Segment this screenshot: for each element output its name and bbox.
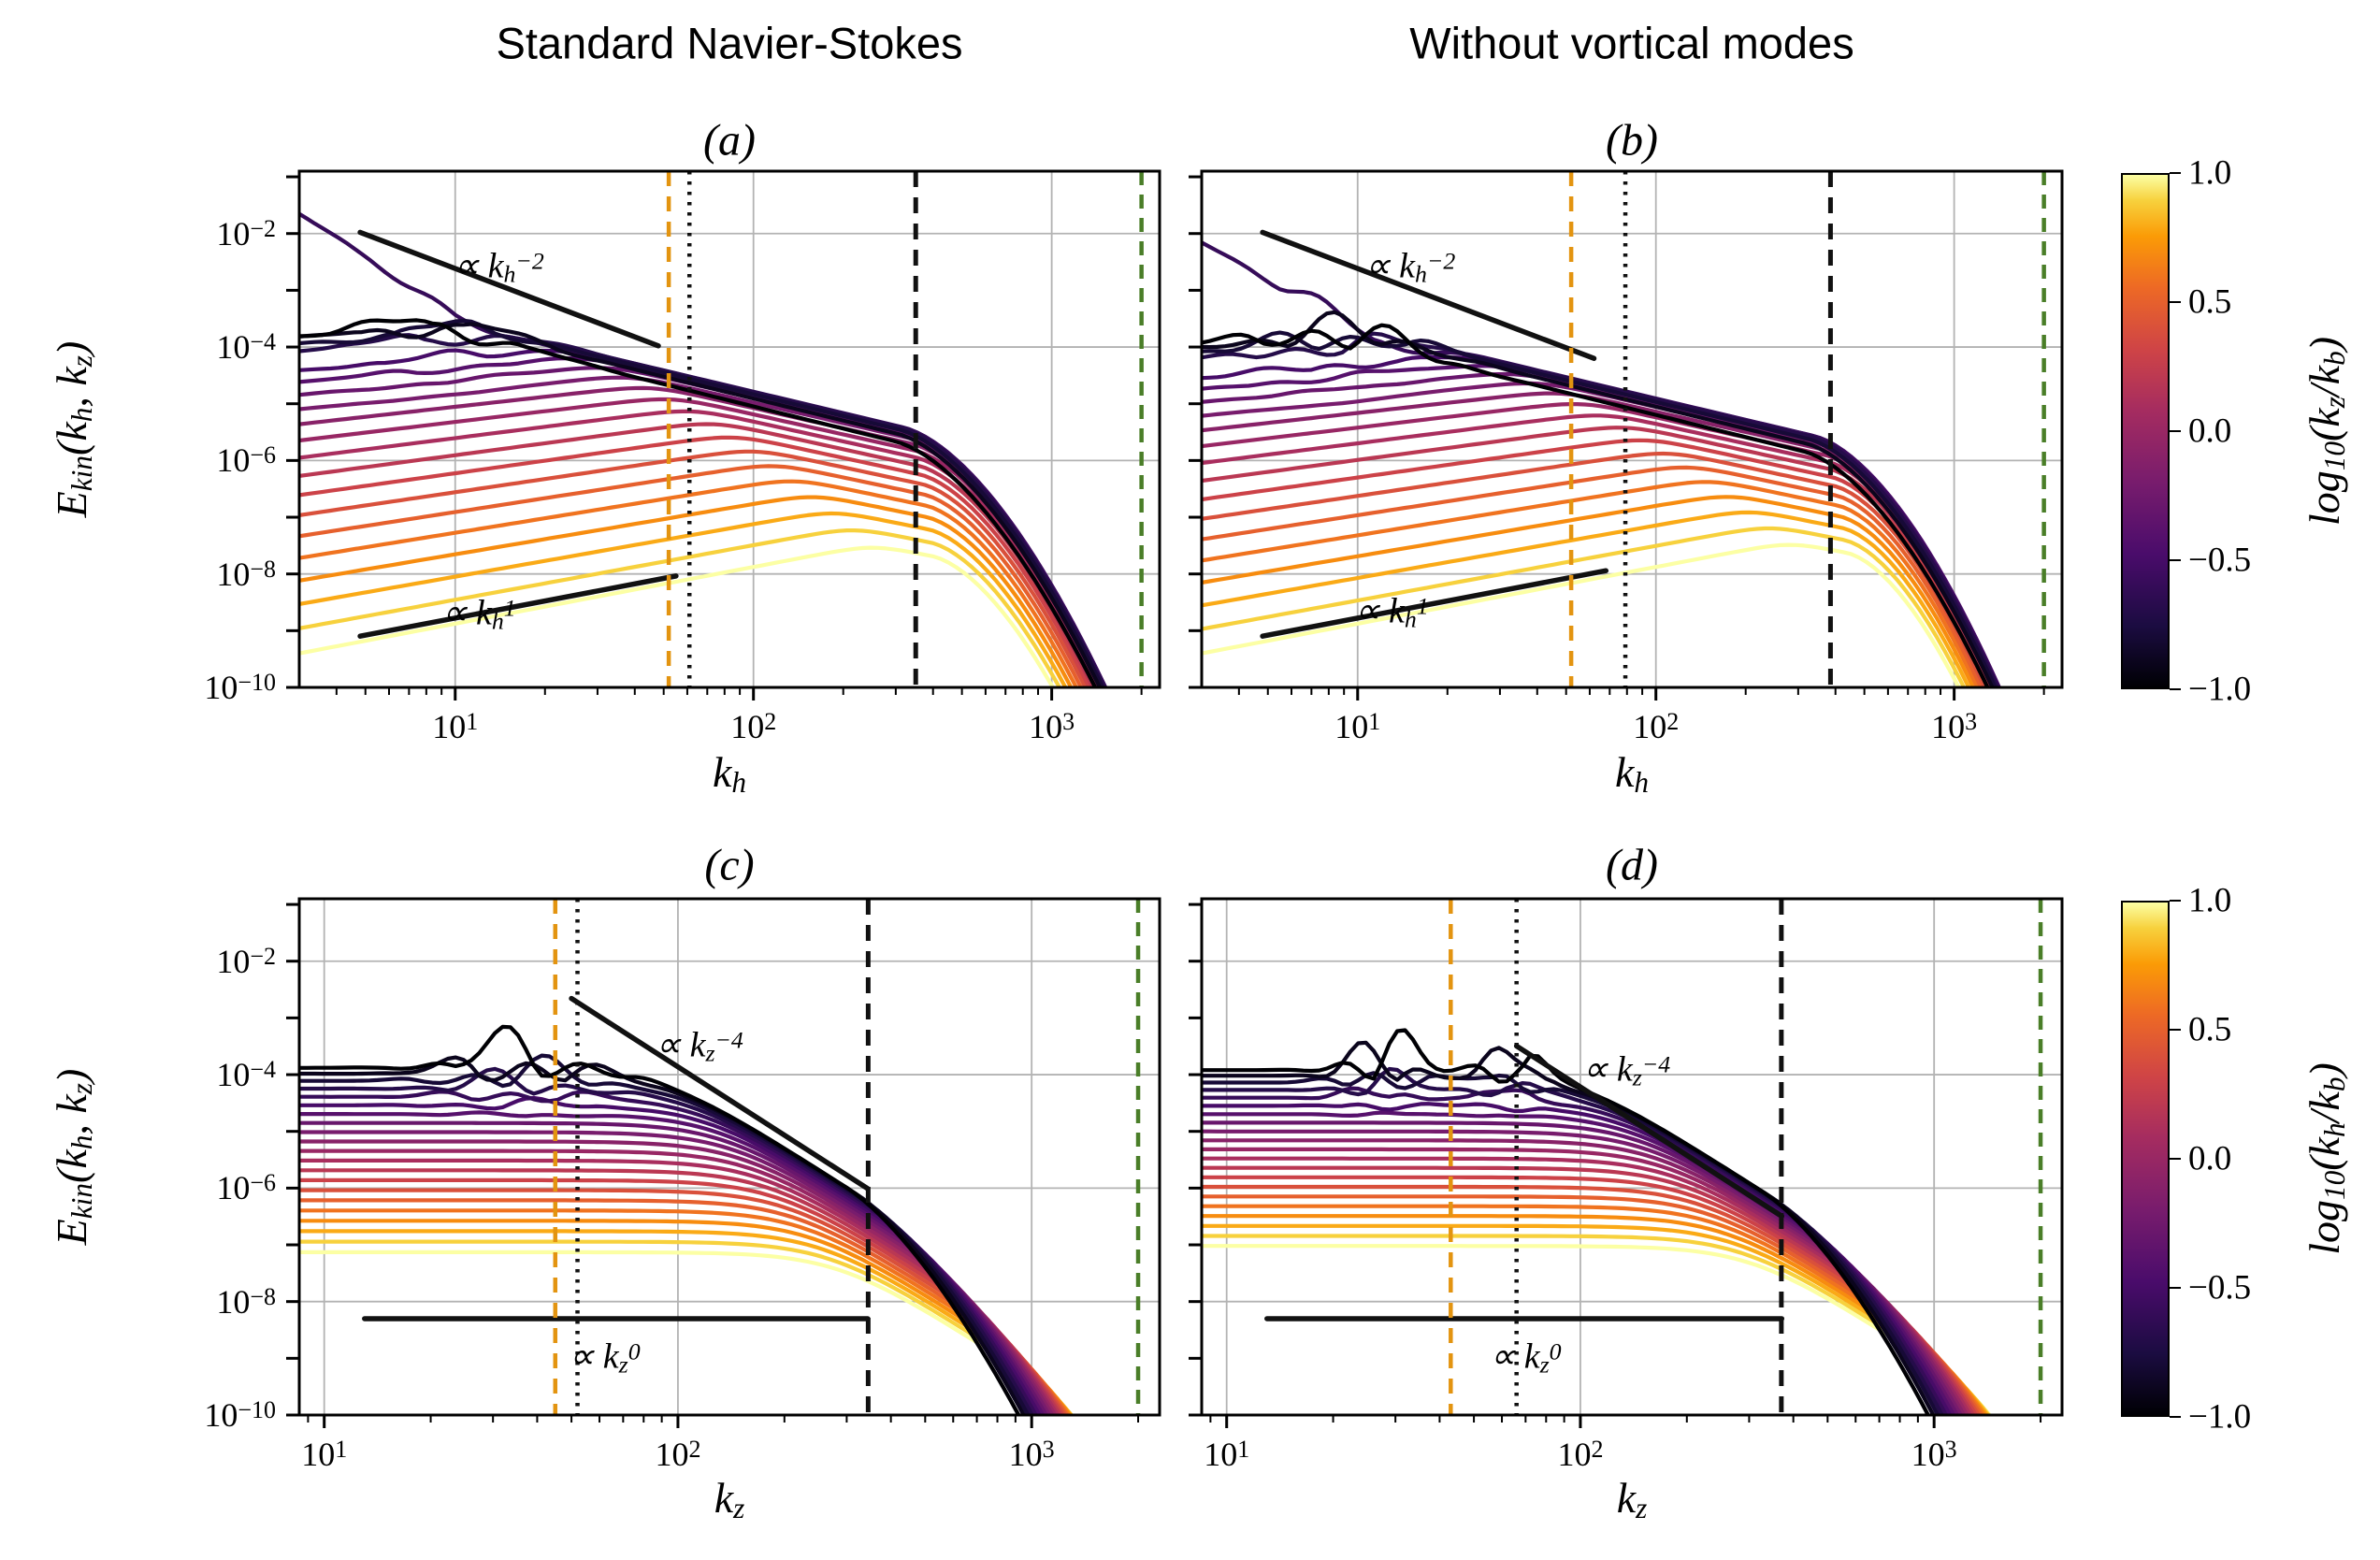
y-tick-label: 10−6 — [216, 1169, 276, 1207]
colorbar-tick — [2170, 1157, 2181, 1161]
colorbar-top — [2121, 173, 2170, 689]
y-tick-label: 10−6 — [216, 441, 276, 480]
slope-guide-label: ∝ kz−4 — [655, 1025, 743, 1068]
colorbar-bottom — [2121, 901, 2170, 1417]
colorbar-tick — [2170, 171, 2181, 175]
column-title-without-vortical-modes: Without vortical modes — [1409, 18, 1854, 68]
y-tick-label: 10−10 — [204, 1396, 276, 1434]
y-tick-label: 10−10 — [204, 669, 276, 706]
colorbar-tick-label: 0.0 — [2188, 1139, 2232, 1178]
y-axis-label-bottom-row: Ekin(kh, kz) — [47, 1068, 99, 1246]
x-tick-label: 102 — [1557, 1436, 1604, 1473]
colorbar-tick-label: −1.0 — [2188, 1397, 2252, 1437]
slope-guide-label: ∝ kh−2 — [1364, 246, 1456, 288]
column-title-standard-navier-stokes: Standard Navier-Stokes — [496, 18, 963, 68]
colorbar-tick-label: −0.5 — [2188, 541, 2252, 580]
slope-guide-label: ∝ kh1 — [1354, 590, 1429, 633]
x-tick-label: 103 — [1911, 1436, 1957, 1473]
colorbar-label-top: log10(kz/kb) — [2300, 336, 2352, 527]
colorbar-tick — [2170, 1028, 2181, 1032]
x-tick-label: 101 — [1204, 1436, 1250, 1473]
colorbar-tick — [2170, 687, 2181, 691]
colorbar-tick — [2170, 1415, 2181, 1419]
x-tick-label: 101 — [1334, 708, 1381, 745]
x-tick-label: 103 — [1029, 708, 1075, 745]
x-tick-label: 102 — [655, 1436, 701, 1473]
x-tick-label: 102 — [730, 708, 777, 745]
colorbar-tick-label: 0.5 — [2188, 282, 2232, 322]
colorbar-tick — [2170, 558, 2181, 562]
x-tick-label: 101 — [301, 1436, 348, 1473]
colorbar-tick-label: 0.0 — [2188, 412, 2232, 451]
colorbar-tick — [2170, 429, 2181, 433]
y-axis-label-top-row: Ekin(kh, kz) — [47, 340, 99, 518]
colorbar-tick — [2170, 899, 2181, 903]
colorbar-tick — [2170, 1286, 2181, 1290]
x-tick-label: 101 — [432, 708, 479, 745]
panel-letter-d: (d) — [1606, 840, 1658, 890]
slope-guide-label: ∝ kh1 — [441, 593, 516, 635]
colorbar-tick-label: −1.0 — [2188, 670, 2252, 709]
x-axis-label-panel-c: kz — [714, 1473, 745, 1525]
y-tick-label: 10−2 — [216, 942, 276, 980]
slope-guide-label: ∝ kz−4 — [1582, 1049, 1671, 1091]
colorbar-tick-label: 1.0 — [2188, 881, 2232, 920]
x-axis-label-panel-b: kh — [1614, 747, 1650, 800]
panel-letter-a: (a) — [703, 115, 756, 166]
x-tick-label: 103 — [1931, 708, 1978, 745]
y-tick-label: 10−4 — [216, 1056, 276, 1094]
y-tick-label: 10−8 — [216, 555, 276, 593]
x-axis-label-panel-a: kh — [712, 747, 747, 800]
y-tick-label: 10−4 — [216, 328, 276, 367]
x-tick-label: 103 — [1008, 1436, 1055, 1473]
y-tick-label: 10−8 — [216, 1282, 276, 1321]
colorbar-tick — [2170, 300, 2181, 304]
colorbar-tick-label: 0.5 — [2188, 1010, 2232, 1049]
colorbar-tick-label: 1.0 — [2188, 153, 2232, 193]
x-tick-label: 102 — [1633, 708, 1680, 745]
panel-letter-c: (c) — [704, 840, 755, 890]
slope-guide-label: ∝ kz0 — [569, 1336, 641, 1379]
colorbar-label-bottom: log10(kh/kb) — [2300, 1062, 2352, 1255]
colorbar-tick-label: −0.5 — [2188, 1268, 2252, 1307]
slope-guide-label: ∝ kz0 — [1490, 1336, 1562, 1379]
panel-letter-b: (b) — [1606, 115, 1658, 166]
slope-guide-label: ∝ kh−2 — [453, 246, 544, 288]
x-axis-label-panel-d: kz — [1616, 1473, 1648, 1525]
y-tick-label: 10−2 — [216, 214, 276, 253]
